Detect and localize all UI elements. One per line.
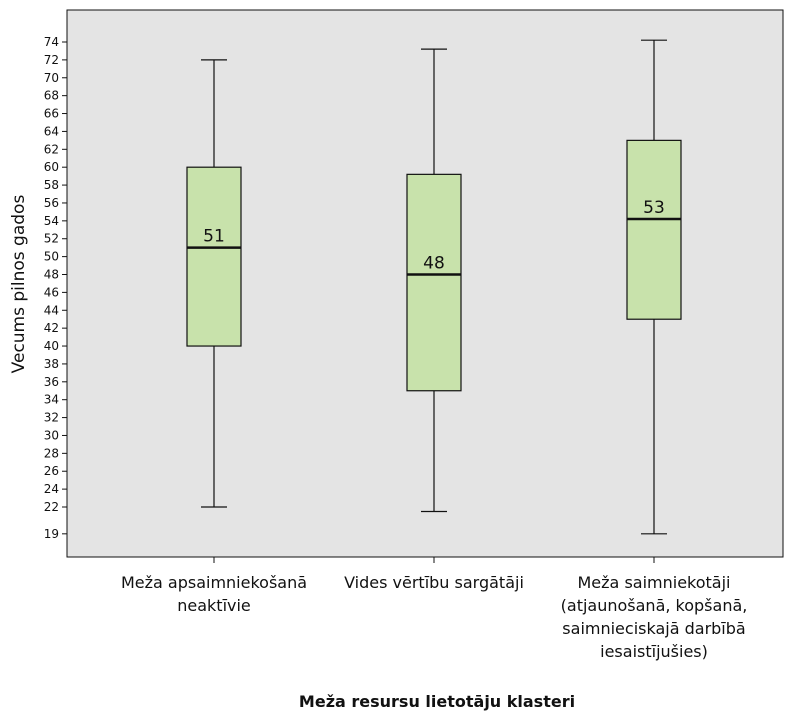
y-tick-label: 24 xyxy=(44,482,59,496)
y-tick-label: 52 xyxy=(44,232,59,246)
y-tick-label: 62 xyxy=(44,142,59,156)
y-tick-label: 48 xyxy=(44,268,59,282)
median-label: 53 xyxy=(643,198,665,218)
y-tick-label: 66 xyxy=(44,107,59,121)
x-category-label-line: Vides vērtību sargātāji xyxy=(344,573,524,592)
x-category-label-line: iesaistījušies) xyxy=(600,642,708,661)
x-axis: Meža apsaimniekošanā neaktīvie Vides vērtī… xyxy=(121,557,747,661)
box-2: 48 xyxy=(406,48,462,513)
y-tick-label: 32 xyxy=(44,411,59,425)
x-axis-title: Meža resursu lietotāju klasteri xyxy=(299,692,575,711)
x-category-label: Meža saimniekotāji (atjaunošanā, kopšanā,… xyxy=(561,573,748,661)
x-category-label-line: neaktīvie xyxy=(177,596,251,615)
y-tick-label: 68 xyxy=(44,89,59,103)
median-label: 51 xyxy=(203,227,225,247)
median-label: 48 xyxy=(423,254,445,274)
x-category-label: Meža apsaimniekošanā neaktīvie xyxy=(121,573,307,615)
x-category-label-line: Meža apsaimniekošanā xyxy=(121,573,307,592)
box-1: 51 xyxy=(186,59,242,508)
y-tick-label: 44 xyxy=(44,303,59,317)
y-tick-label: 30 xyxy=(44,428,59,442)
y-tick-label: 19 xyxy=(44,527,59,541)
box-3: 53 xyxy=(626,39,682,535)
x-category-label-line: saimnieciskajā darbībā xyxy=(562,619,745,638)
y-tick-label: 26 xyxy=(44,464,59,478)
y-tick-label: 42 xyxy=(44,321,59,335)
iqr-box xyxy=(626,139,682,320)
y-tick-label: 70 xyxy=(44,71,59,85)
y-tick-label: 36 xyxy=(44,375,59,389)
y-tick-label: 28 xyxy=(44,446,59,460)
y-tick-label: 34 xyxy=(44,393,59,407)
y-tick-label: 74 xyxy=(44,35,59,49)
y-tick-label: 72 xyxy=(44,53,59,67)
x-category-label-line: Meža saimniekotāji xyxy=(578,573,731,592)
y-tick-label: 60 xyxy=(44,160,59,174)
y-tick-label: 50 xyxy=(44,250,59,264)
y-tick-label: 40 xyxy=(44,339,59,353)
x-category-label-line: (atjaunošanā, kopšanā, xyxy=(561,596,748,615)
y-axis: 19 22 24 26 28 30 32 34 36 38 40 42 44 46 48 50 52 54 56 58… xyxy=(44,35,67,541)
y-tick-label: 56 xyxy=(44,196,59,210)
y-tick-label: 38 xyxy=(44,357,59,371)
y-tick-label: 46 xyxy=(44,285,59,299)
y-tick-label: 22 xyxy=(44,500,59,514)
x-category-label: Vides vērtību sargātāji xyxy=(344,573,524,592)
y-tick-label: 54 xyxy=(44,214,59,228)
boxes-group: 51 48 53 xyxy=(186,39,682,535)
y-tick-label: 58 xyxy=(44,178,59,192)
y-tick-label: 64 xyxy=(44,124,59,138)
iqr-box xyxy=(406,173,462,392)
y-axis-title: Vecums pilnos gados xyxy=(9,195,29,374)
iqr-box xyxy=(186,166,242,347)
